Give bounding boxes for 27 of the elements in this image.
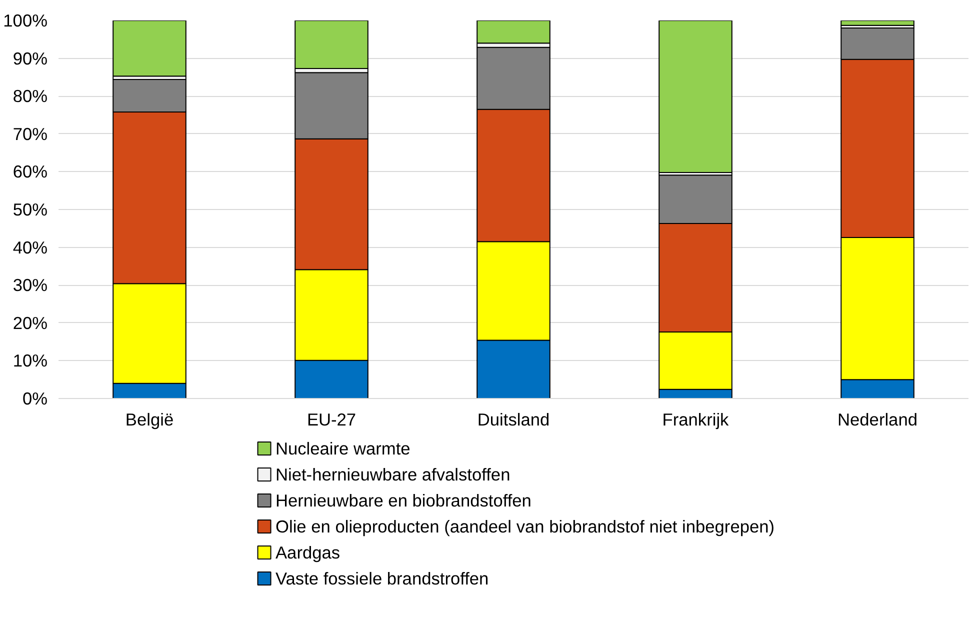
y-tick-label: 90%: [12, 48, 48, 68]
x-tick-label: EU-27: [306, 410, 356, 430]
legend-label: Niet-hernieuwbare afvalstoffen: [275, 464, 510, 484]
bar: [840, 20, 914, 26]
x-tick-label: Nederland: [838, 410, 918, 430]
bar: [294, 20, 368, 70]
y-tick-label: 80%: [12, 86, 48, 106]
y-tick-label: 0%: [22, 388, 48, 408]
y-tick-label: 30%: [12, 275, 48, 296]
legend-label: Vaste fossiele brandstroffen: [275, 568, 489, 588]
legend-label: Nucleaire warmte: [275, 438, 410, 458]
y-tick-label: 100%: [3, 10, 48, 30]
y-tick-label: 20%: [12, 312, 48, 333]
legend-label: Hernieuwbare en biobrandstoffen: [275, 490, 532, 510]
x-tick-label: Frankrijk: [662, 410, 730, 430]
bar: [476, 20, 550, 44]
y-tick-label: 70%: [12, 124, 48, 144]
y-tick-label: 10%: [12, 350, 48, 371]
y-tick-label: 50%: [12, 200, 48, 220]
x-tick-label: Duitsland: [477, 410, 550, 430]
bar: [658, 20, 732, 173]
y-tick-label: 60%: [12, 162, 48, 182]
legend-label: Olie en olieproducten (aandeel van biobrandstof niet inbegrepen): [275, 516, 775, 536]
legend-label: Aardgas: [275, 542, 340, 562]
x-tick-label: België: [125, 410, 174, 430]
y-tick-label: 40%: [12, 237, 48, 258]
bar: [112, 20, 186, 77]
